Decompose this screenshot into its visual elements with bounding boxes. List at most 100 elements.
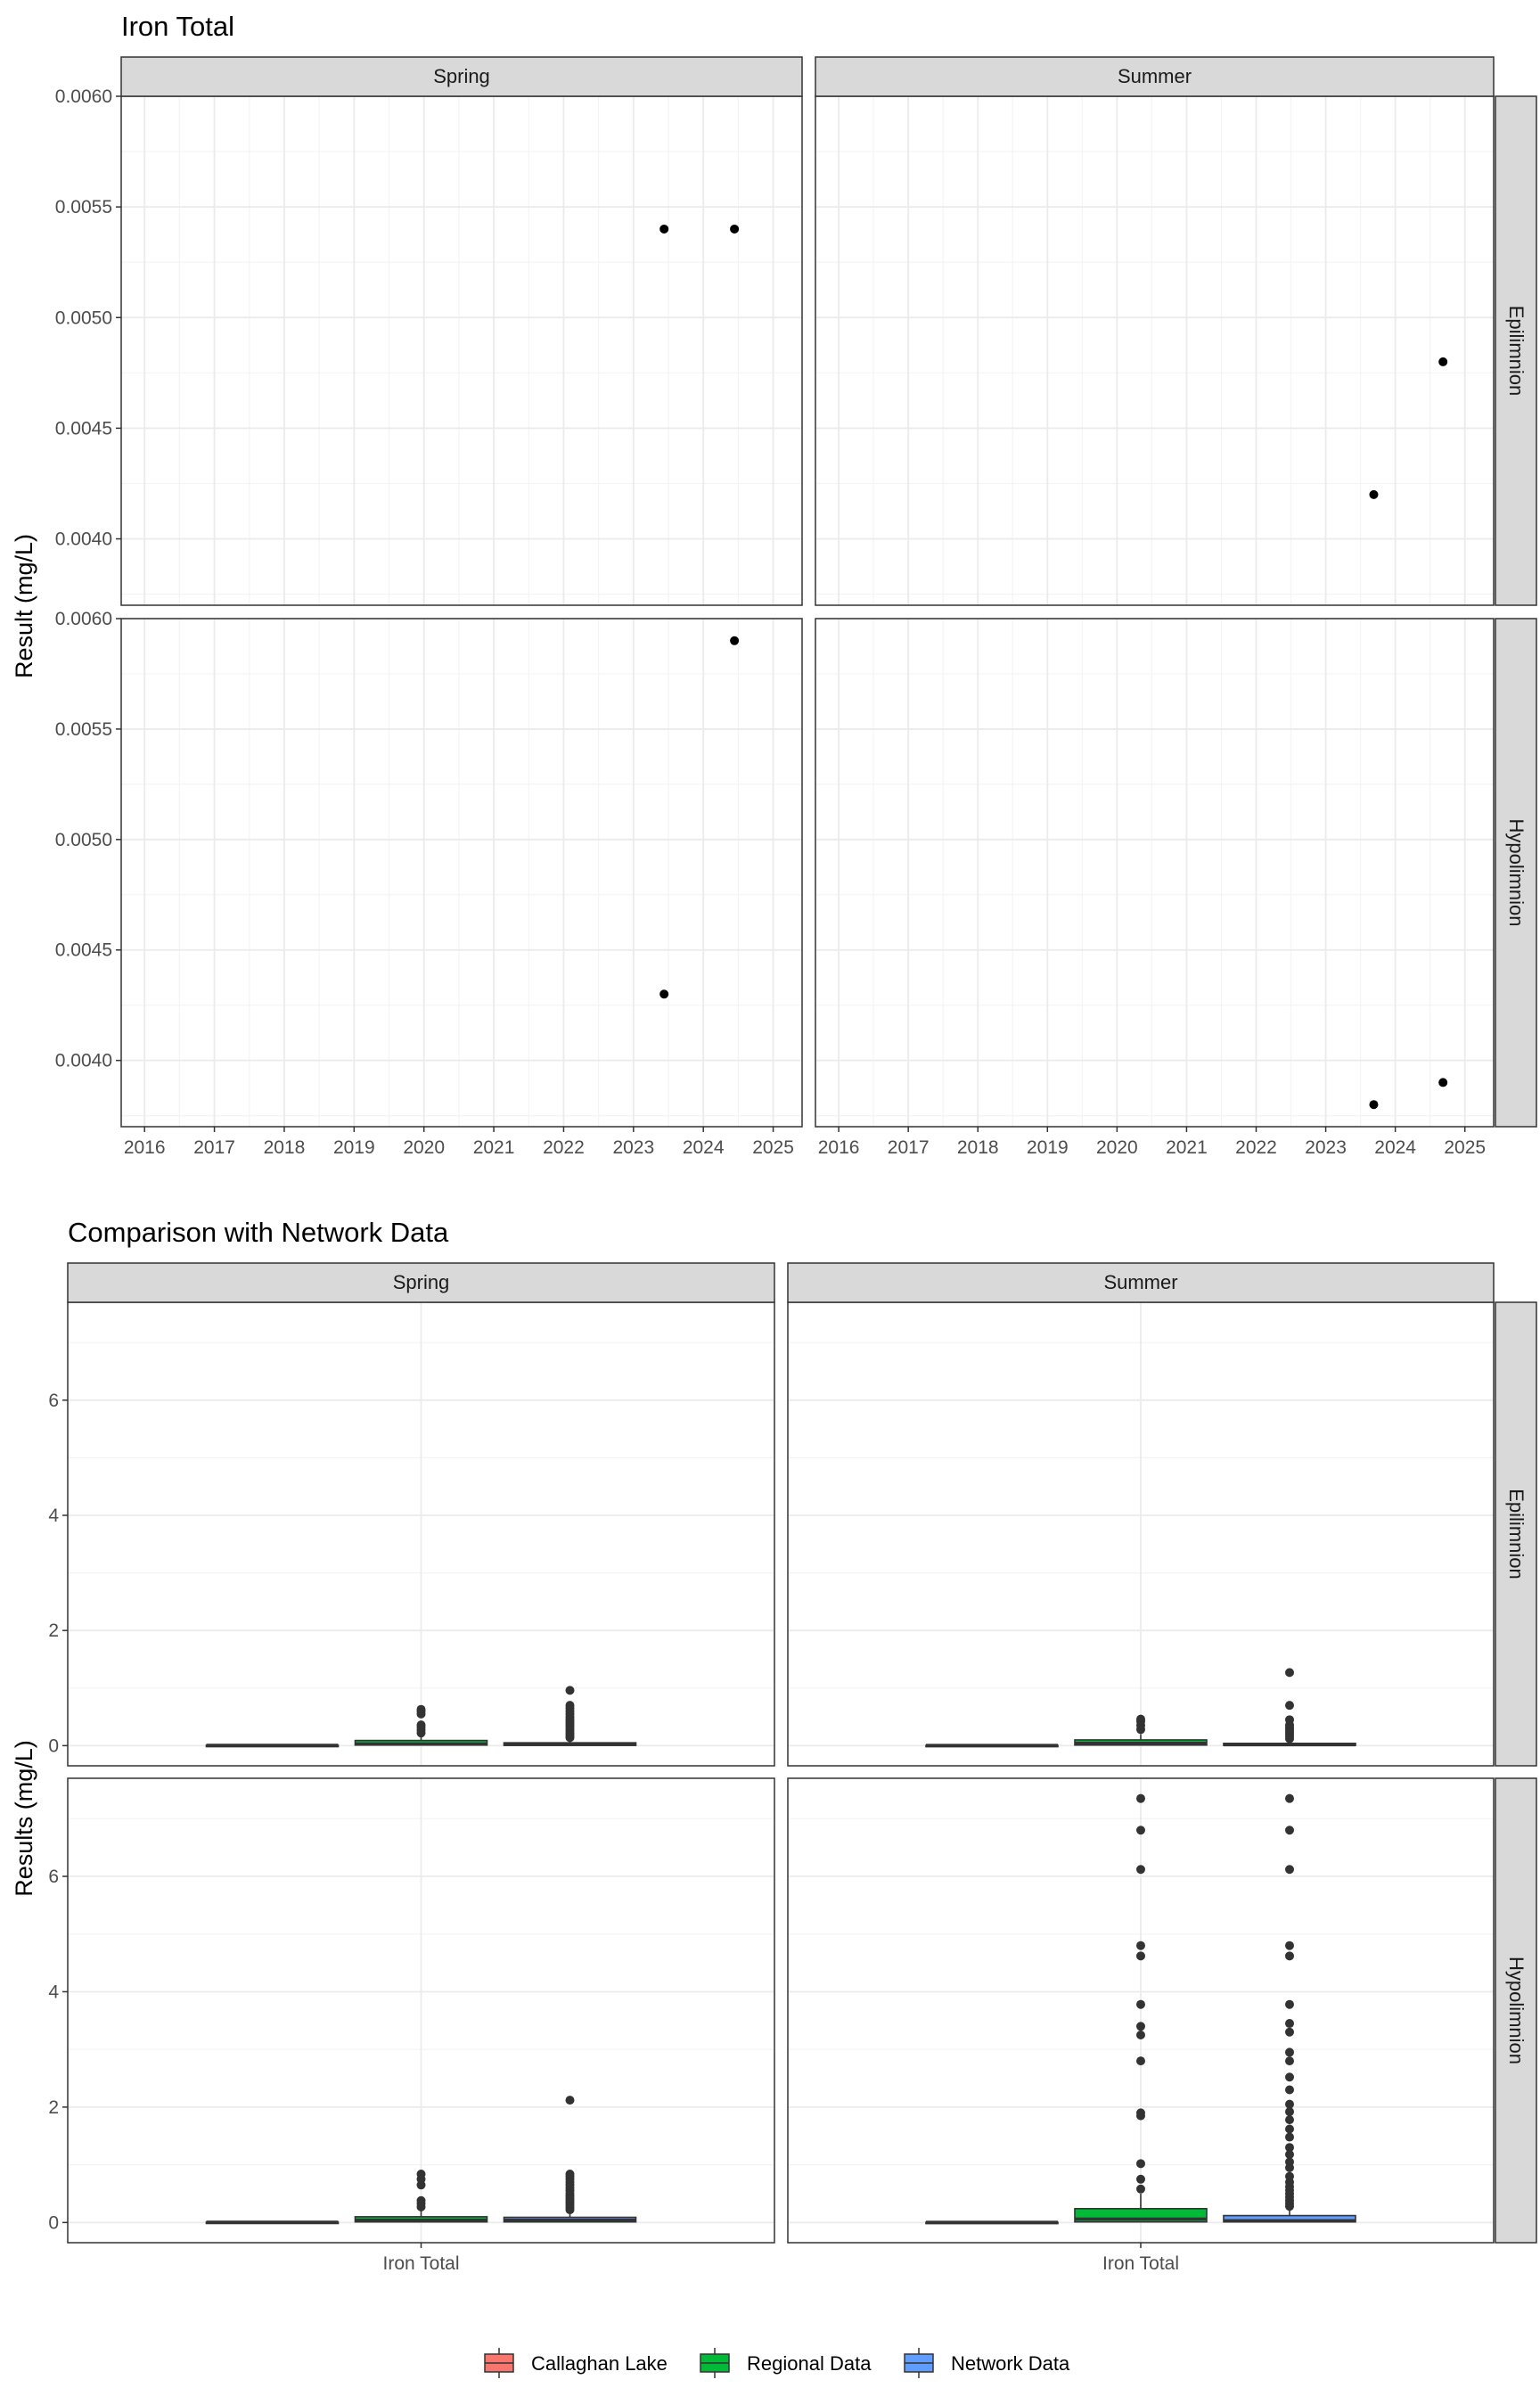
x-tick-label: 2016 <box>818 1137 860 1158</box>
chart2-title: Comparison with Network Data <box>68 1217 449 1248</box>
box-outlier <box>1285 1668 1294 1678</box>
y-tick-label: 0.0040 <box>55 529 112 550</box>
box-outlier <box>1285 2149 1294 2159</box>
y-tick-label: 0.0050 <box>55 308 112 328</box>
x-tick-label: 2024 <box>683 1137 725 1158</box>
x-tick-label: 2023 <box>1305 1137 1347 1158</box>
y-tick-label: 0 <box>48 2212 59 2233</box>
y-tick-label: 0.0055 <box>55 197 112 217</box>
box-outlier <box>1285 2143 1294 2153</box>
x-tick-label: 2018 <box>264 1137 306 1158</box>
legend-label-callaghan-lake: Callaghan Lake <box>531 2352 668 2375</box>
box-outlier <box>1285 2107 1294 2117</box>
legend-label-regional-data: Regional Data <box>747 2352 872 2375</box>
data-point <box>1438 1078 1448 1087</box>
box-callaghan-lake <box>205 1744 340 1748</box>
x-tick-label: 2020 <box>403 1137 445 1158</box>
box-outlier <box>1285 2157 1294 2167</box>
x-tick-label: 2019 <box>1027 1137 1069 1158</box>
panel-summer-hypolimnion: 2016 2017 2018 2019 2020 2021 2022 2023 2024 2025… <box>815 618 1537 1158</box>
x-tick-label: 2025 <box>752 1137 794 1158</box>
chart2-plot-area: 0 2 4 6 Spring Summer Epilimnion 0 2 4 6 Iron Total… <box>48 1262 1537 2274</box>
box-outlier <box>1285 2027 1294 2037</box>
box-outlier <box>1285 1999 1294 2009</box>
box-outlier <box>1285 2124 1294 2134</box>
box-outlier <box>1136 1865 1145 1875</box>
box-outlier <box>1285 1701 1294 1711</box>
box-outlier <box>1136 2159 1145 2169</box>
data-point <box>730 636 740 645</box>
chart1-plot-area: 0.0040 0.0045 0.0050 0.0055 0.0060 Spring Summ… <box>55 56 1537 1158</box>
panel-background <box>815 96 1494 605</box>
box-network-data <box>503 1686 637 1746</box>
strip-hypolimnion <box>1495 618 1537 1128</box>
panel-summer-epilimnion: Summer Epilimnion <box>787 1262 1537 1767</box>
x-tick-label: 2016 <box>124 1137 166 1158</box>
data-point <box>659 989 669 999</box>
box-outlier <box>565 1686 575 1695</box>
box-callaghan-lake <box>925 2220 1059 2225</box>
y-tick-label: 0.0045 <box>55 940 112 961</box>
box-regional-data <box>354 1704 488 1746</box>
box-outlier <box>416 1704 426 1714</box>
y-tick-label: 0.0055 <box>55 719 112 740</box>
panel-spring-epilimnion: 0 2 4 6 Spring <box>48 1262 775 1767</box>
box-outlier <box>416 2169 426 2179</box>
panel-spring-epilimnion: 0.0040 0.0045 0.0050 0.0055 0.0060 Spring <box>55 56 803 606</box>
box-regional-data <box>354 2169 488 2223</box>
strip-label-spring: Spring <box>433 65 490 87</box>
box-outlier <box>1136 2174 1145 2184</box>
box-outlier <box>1285 2072 1294 2082</box>
panel-background <box>815 619 1494 1127</box>
chart2-y-axis-title: Results (mg/L) <box>11 1740 37 1897</box>
y-tick-label: 0.0040 <box>55 1051 112 1071</box>
chart1-title: Iron Total <box>121 11 234 42</box>
strip-label-summer: Summer <box>1103 1271 1177 1293</box>
box-callaghan-lake <box>205 2220 340 2225</box>
strip-spring <box>120 56 803 97</box>
box-outlier <box>1136 1826 1145 1835</box>
box-network-data <box>503 2096 637 2223</box>
box-outlier <box>1285 2019 1294 2029</box>
strip-summer <box>787 1262 1495 1303</box>
x-tick-label: 2021 <box>473 1137 515 1158</box>
y-tick-label: 6 <box>48 1391 59 1411</box>
x-tick-label: 2024 <box>1374 1137 1416 1158</box>
panel-background <box>121 96 802 605</box>
chart2-legend: Callaghan Lake Regional Data Network Dat… <box>484 2348 1070 2378</box>
y-tick-label: 0 <box>48 1735 59 1756</box>
x-tick-label: 2020 <box>1096 1137 1138 1158</box>
data-point <box>1369 1100 1379 1110</box>
box-outlier <box>1285 2115 1294 2125</box>
box-outlier <box>565 2169 575 2179</box>
box-callaghan-lake <box>925 1744 1059 1748</box>
box-outlier <box>565 2096 575 2105</box>
x-tick-label: 2025 <box>1444 1137 1486 1158</box>
box-outlier <box>1136 1999 1145 2009</box>
strip-label-hypolimnion: Hypolimnion <box>1505 818 1528 926</box>
box-outlier <box>1285 1826 1294 1835</box>
box-outlier <box>1285 1793 1294 1803</box>
strip-summer <box>815 56 1495 97</box>
box-outlier <box>1136 2184 1145 2194</box>
legend-item-regional-data: Regional Data <box>700 2348 872 2378</box>
box-outlier <box>1136 1951 1145 1961</box>
legend-label-network-data: Network Data <box>951 2352 1070 2375</box>
box-outlier <box>1285 1941 1294 1950</box>
strip-epilimnion <box>1495 95 1537 606</box>
box-outlier <box>1285 2056 1294 2066</box>
strip-label-summer: Summer <box>1118 65 1192 87</box>
data-point <box>730 224 740 234</box>
box-outlier <box>1285 2171 1294 2181</box>
box-outlier <box>1285 2099 1294 2109</box>
box-outlier <box>1136 2022 1145 2031</box>
y-tick-label: 0.0060 <box>55 609 112 629</box>
strip-hypolimnion <box>1495 1777 1537 2244</box>
x-tick-label: 2018 <box>957 1137 999 1158</box>
strip-label-epilimnion: Epilimnion <box>1505 306 1528 397</box>
box-regional-data <box>1074 1793 1208 2223</box>
y-tick-label: 2 <box>48 1621 59 1641</box>
box-outlier <box>1136 2108 1145 2118</box>
box-regional-data <box>1074 1714 1208 1746</box>
